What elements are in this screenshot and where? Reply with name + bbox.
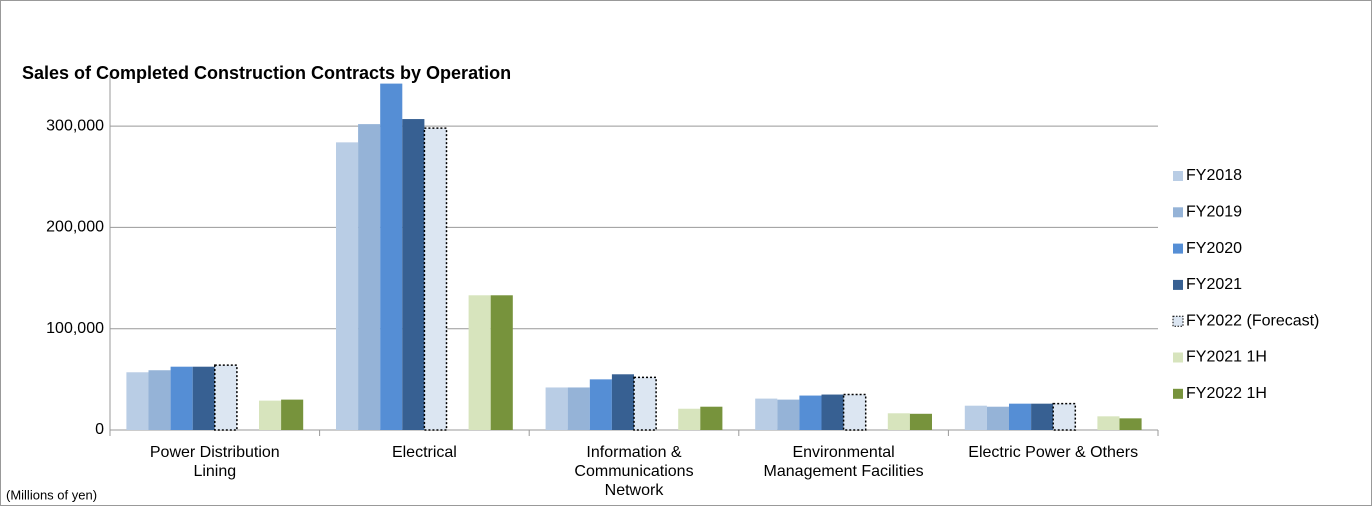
bar: [281, 399, 304, 430]
bar: [336, 142, 359, 430]
x-tick-label: Information & Communications Network: [574, 444, 694, 499]
note: (Millions of yen): [6, 487, 97, 502]
bar: [545, 387, 568, 430]
legend-label: FY2019: [1186, 204, 1242, 221]
bar: [402, 119, 425, 430]
legend-swatch: [1173, 171, 1183, 181]
bar: [380, 83, 403, 431]
chart-title: Sales of Completed Construction Contract…: [22, 63, 511, 83]
x-tick-label: Electrical: [391, 444, 457, 461]
x-tick-label: Electric Power & Others: [968, 444, 1139, 461]
bar: [1119, 418, 1142, 430]
legend-swatch: [1173, 279, 1183, 290]
legend-label: FY2018: [1186, 167, 1242, 184]
bar: [799, 395, 822, 430]
bar: [887, 413, 910, 430]
legend-swatch: [1173, 352, 1183, 363]
bar: [964, 405, 987, 430]
legend-swatch: [1172, 315, 1184, 327]
x-tick-label: Power Distribution Lining: [149, 444, 280, 480]
bar: [468, 295, 491, 430]
legend-label: FY2022 (Forecast): [1186, 312, 1319, 329]
bar: [633, 376, 657, 431]
bar: [986, 406, 1009, 430]
bar: [678, 408, 701, 430]
bar: [1052, 402, 1077, 431]
bar: [567, 387, 590, 430]
bar: [777, 399, 800, 430]
bar: [589, 379, 612, 430]
bar: [148, 370, 171, 430]
bar: [1009, 403, 1032, 430]
bar: [755, 398, 778, 430]
bar: [821, 394, 844, 430]
bar: [1031, 403, 1054, 430]
bar: [358, 124, 381, 431]
legend-label: FY2020: [1186, 240, 1242, 257]
legend-label: FY2022 1H: [1186, 385, 1267, 402]
bar: [1097, 416, 1120, 430]
bar: [909, 413, 932, 430]
y-tick-label: 0: [95, 421, 104, 438]
legend-label: FY2021: [1186, 276, 1242, 293]
bar: [192, 366, 215, 430]
legend-swatch: [1173, 243, 1183, 254]
legend-swatch: [1173, 207, 1183, 218]
x-tick-label: Environmental Management Facilities: [763, 444, 924, 480]
bar: [259, 400, 282, 430]
y-tick-label: 300,000: [46, 117, 104, 134]
bar: [611, 374, 634, 430]
bar: [842, 393, 867, 431]
y-tick-label: 100,000: [46, 320, 104, 337]
bar: [423, 127, 448, 431]
y-tick-label: 200,000: [46, 219, 104, 236]
bar: [214, 364, 238, 431]
legend-label: FY2021 1H: [1186, 349, 1267, 366]
bar: [700, 406, 723, 430]
legend-swatch: [1173, 388, 1183, 399]
bar: [490, 295, 513, 430]
bar: [126, 372, 149, 430]
bar: [170, 366, 193, 430]
